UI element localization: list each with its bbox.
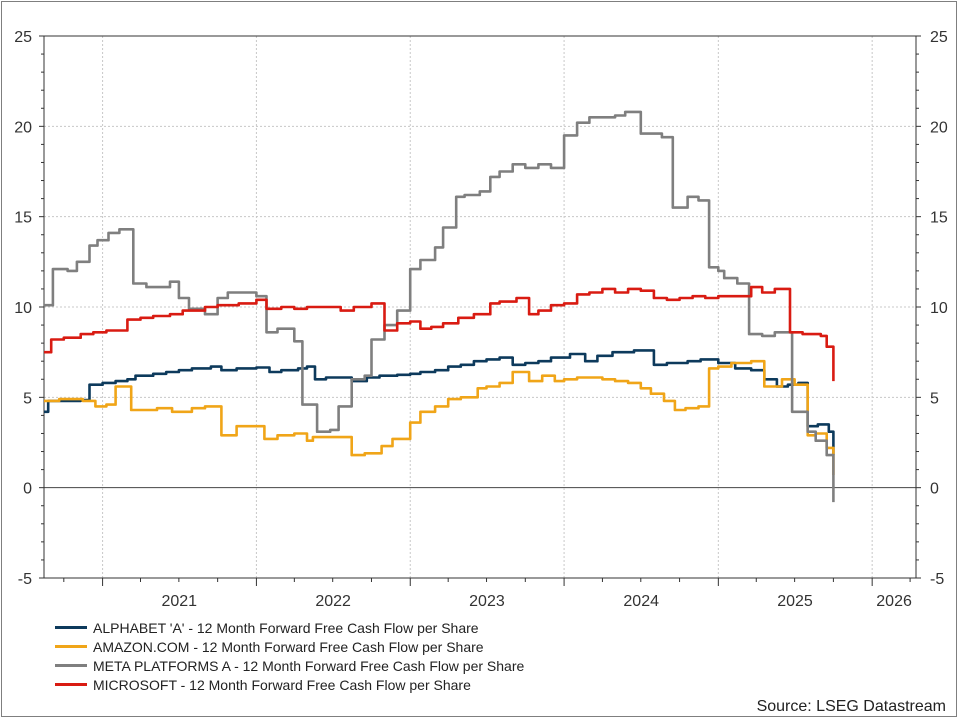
x-tick-label: 2025 [777, 593, 813, 610]
y-tick-label-left: 15 [14, 210, 32, 227]
y-tick-label-right: 10 [930, 300, 948, 317]
y-tick-label-left: 20 [14, 119, 32, 136]
y-tick-label-left: -5 [18, 571, 32, 588]
source-label: Source: LSEG Datastream [756, 698, 946, 715]
y-tick-label-left: 10 [14, 300, 32, 317]
legend-item-microsoft: MICROSOFT - 12 Month Forward Free Cash F… [55, 675, 524, 694]
series-line-3 [44, 285, 835, 382]
legend-label-alphabet: ALPHABET 'A' - 12 Month Forward Free Cas… [93, 619, 479, 636]
y-tick-label-right: 0 [930, 481, 939, 498]
y-tick-label-right: 15 [930, 210, 948, 227]
y-tick-label-right: 5 [930, 390, 939, 407]
legend-item-meta: META PLATFORMS A - 12 Month Forward Free… [55, 656, 524, 675]
series-line-0 [44, 349, 835, 456]
y-tick-label-right: 25 [930, 29, 948, 46]
series-line-1 [44, 359, 835, 475]
series-lines [44, 110, 835, 503]
grid-lines [44, 36, 916, 578]
x-tick-label: 2026 [876, 593, 912, 610]
x-tick-label: 2021 [161, 593, 197, 610]
y-tick-label-right: 20 [930, 119, 948, 136]
plot-border [43, 35, 917, 579]
y-tick-label-left: 0 [23, 481, 32, 498]
legend-swatch-microsoft [55, 683, 87, 686]
legend-item-alphabet: ALPHABET 'A' - 12 Month Forward Free Cas… [55, 618, 524, 637]
series-line-2 [44, 110, 835, 503]
legend-swatch-alphabet [55, 626, 87, 629]
legend: ALPHABET 'A' - 12 Month Forward Free Cas… [55, 618, 524, 694]
x-tick-label: 2024 [623, 593, 659, 610]
axes [39, 35, 921, 586]
x-tick-label: 2022 [315, 593, 351, 610]
y-tick-label-right: -5 [930, 571, 944, 588]
legend-label-meta: META PLATFORMS A - 12 Month Forward Free… [93, 657, 525, 674]
legend-swatch-meta [55, 664, 87, 667]
x-tick-label: 2023 [469, 593, 505, 610]
y-tick-label-left: 5 [23, 390, 32, 407]
y-tick-label-left: 25 [14, 29, 32, 46]
legend-label-microsoft: MICROSOFT - 12 Month Forward Free Cash F… [93, 676, 471, 693]
legend-item-amazon: AMAZON.COM - 12 Month Forward Free Cash … [55, 637, 524, 656]
legend-swatch-amazon [55, 645, 87, 648]
legend-label-amazon: AMAZON.COM - 12 Month Forward Free Cash … [93, 638, 484, 655]
